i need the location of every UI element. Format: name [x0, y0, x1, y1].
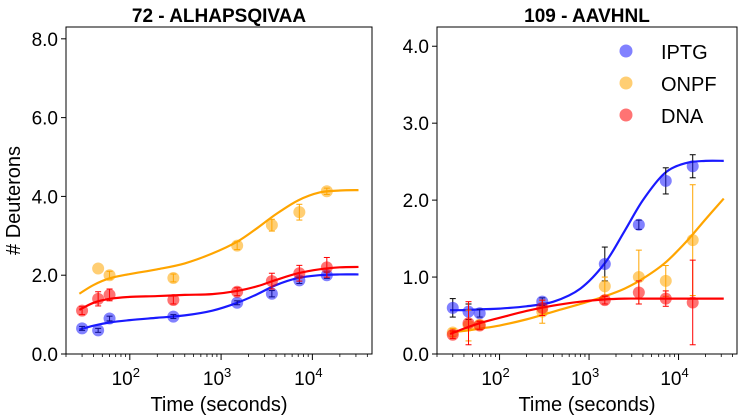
data-point-iptg: [686, 160, 699, 173]
data-point-dna: [686, 296, 699, 309]
y-axis-label: # Deuterons: [3, 146, 25, 255]
fit-line-iptg: [450, 159, 724, 312]
legend-label-onpf: ONPF: [661, 74, 717, 96]
x-axis-label: Time (seconds): [518, 394, 655, 416]
data-point-onpf: [167, 271, 180, 284]
x-tick-label: 102: [112, 365, 140, 390]
y-tick-label: 1.0: [403, 268, 429, 289]
data-point-dna: [473, 319, 486, 332]
x-tick-label: 104: [294, 365, 322, 390]
plot-frame: [436, 26, 738, 355]
data-point-iptg: [446, 301, 459, 314]
data-point-dna: [598, 294, 611, 307]
data-point-dna: [632, 286, 645, 299]
x-tick-label: 103: [203, 365, 231, 390]
data-point-onpf: [265, 219, 278, 232]
fit-line-onpf: [78, 189, 359, 295]
data-point-dna: [536, 301, 549, 314]
x-tick-label: 103: [571, 365, 599, 390]
data-point-iptg: [167, 310, 180, 323]
y-tick-label: 4.0: [32, 187, 58, 208]
data-point-iptg: [473, 307, 486, 320]
data-point-onpf: [632, 271, 645, 284]
data-point-onpf: [231, 239, 244, 252]
fit-line-iptg: [79, 273, 359, 331]
x-tick-label: 104: [660, 365, 688, 390]
data-point-dna: [462, 317, 475, 330]
data-point-dna: [320, 261, 333, 274]
legend: IPTG ONPF DNA: [619, 42, 717, 128]
y-tick-label: 4.0: [403, 37, 429, 58]
legend-label-dna: DNA: [661, 106, 704, 128]
data-point-dna: [293, 267, 306, 280]
data-point-onpf: [686, 234, 699, 247]
plot-frame: [65, 26, 373, 355]
y-tick-label: 3.0: [403, 114, 429, 135]
data-point-iptg: [659, 174, 672, 187]
data-point-onpf: [92, 262, 105, 275]
data-point-onpf: [293, 206, 306, 219]
y-tick-label: 8.0: [32, 30, 58, 51]
series-layer: [446, 154, 725, 346]
fit-line-onpf: [449, 197, 725, 334]
data-point-onpf: [103, 269, 116, 282]
data-point-iptg: [231, 296, 244, 309]
fit-line-dna: [449, 297, 724, 336]
data-point-dna: [446, 328, 459, 341]
data-point-dna: [265, 275, 278, 288]
x-tick-label: 102: [481, 365, 509, 390]
data-point-dna: [167, 294, 180, 307]
data-point-iptg: [76, 322, 89, 335]
data-point-iptg: [598, 257, 611, 270]
legend-marker-dna: [619, 108, 633, 122]
data-point-dna: [92, 292, 105, 305]
y-tick-label: 0.0: [403, 345, 429, 366]
legend-marker-iptg: [619, 44, 633, 58]
data-point-iptg: [632, 218, 645, 231]
chart-1: 72 - ALHAPSQIVAA 0.0 2.0 4.0 6.0 8.0 102 103 104…: [3, 6, 373, 416]
legend-label-iptg: IPTG: [661, 42, 708, 64]
data-point-dna: [103, 288, 116, 301]
data-point-iptg: [265, 287, 278, 300]
fit-line-dna: [78, 265, 359, 311]
data-point-onpf: [659, 274, 672, 287]
x-axis-label: Time (seconds): [150, 394, 287, 416]
y-tick-label: 2.0: [403, 191, 429, 212]
chart-2: 109 - AAVHNL 0.0 1.0 2.0 3.0 4.0 102 103 104Time…: [403, 6, 738, 416]
y-tick-label: 6.0: [32, 109, 58, 130]
chart-title: 109 - AAVHNL: [524, 6, 650, 27]
data-point-dna: [659, 292, 672, 305]
chart-title: 72 - ALHAPSQIVAA: [132, 6, 306, 27]
data-point-iptg: [103, 312, 116, 325]
data-point-iptg: [92, 324, 105, 337]
data-point-onpf: [598, 280, 611, 293]
data-point-dna: [76, 304, 89, 317]
data-point-onpf: [320, 185, 333, 198]
data-point-dna: [231, 285, 244, 298]
y-tick-label: 0.0: [32, 345, 58, 366]
y-tick-label: 2.0: [32, 266, 58, 287]
legend-marker-onpf: [619, 76, 633, 90]
series-layer: [76, 185, 359, 337]
